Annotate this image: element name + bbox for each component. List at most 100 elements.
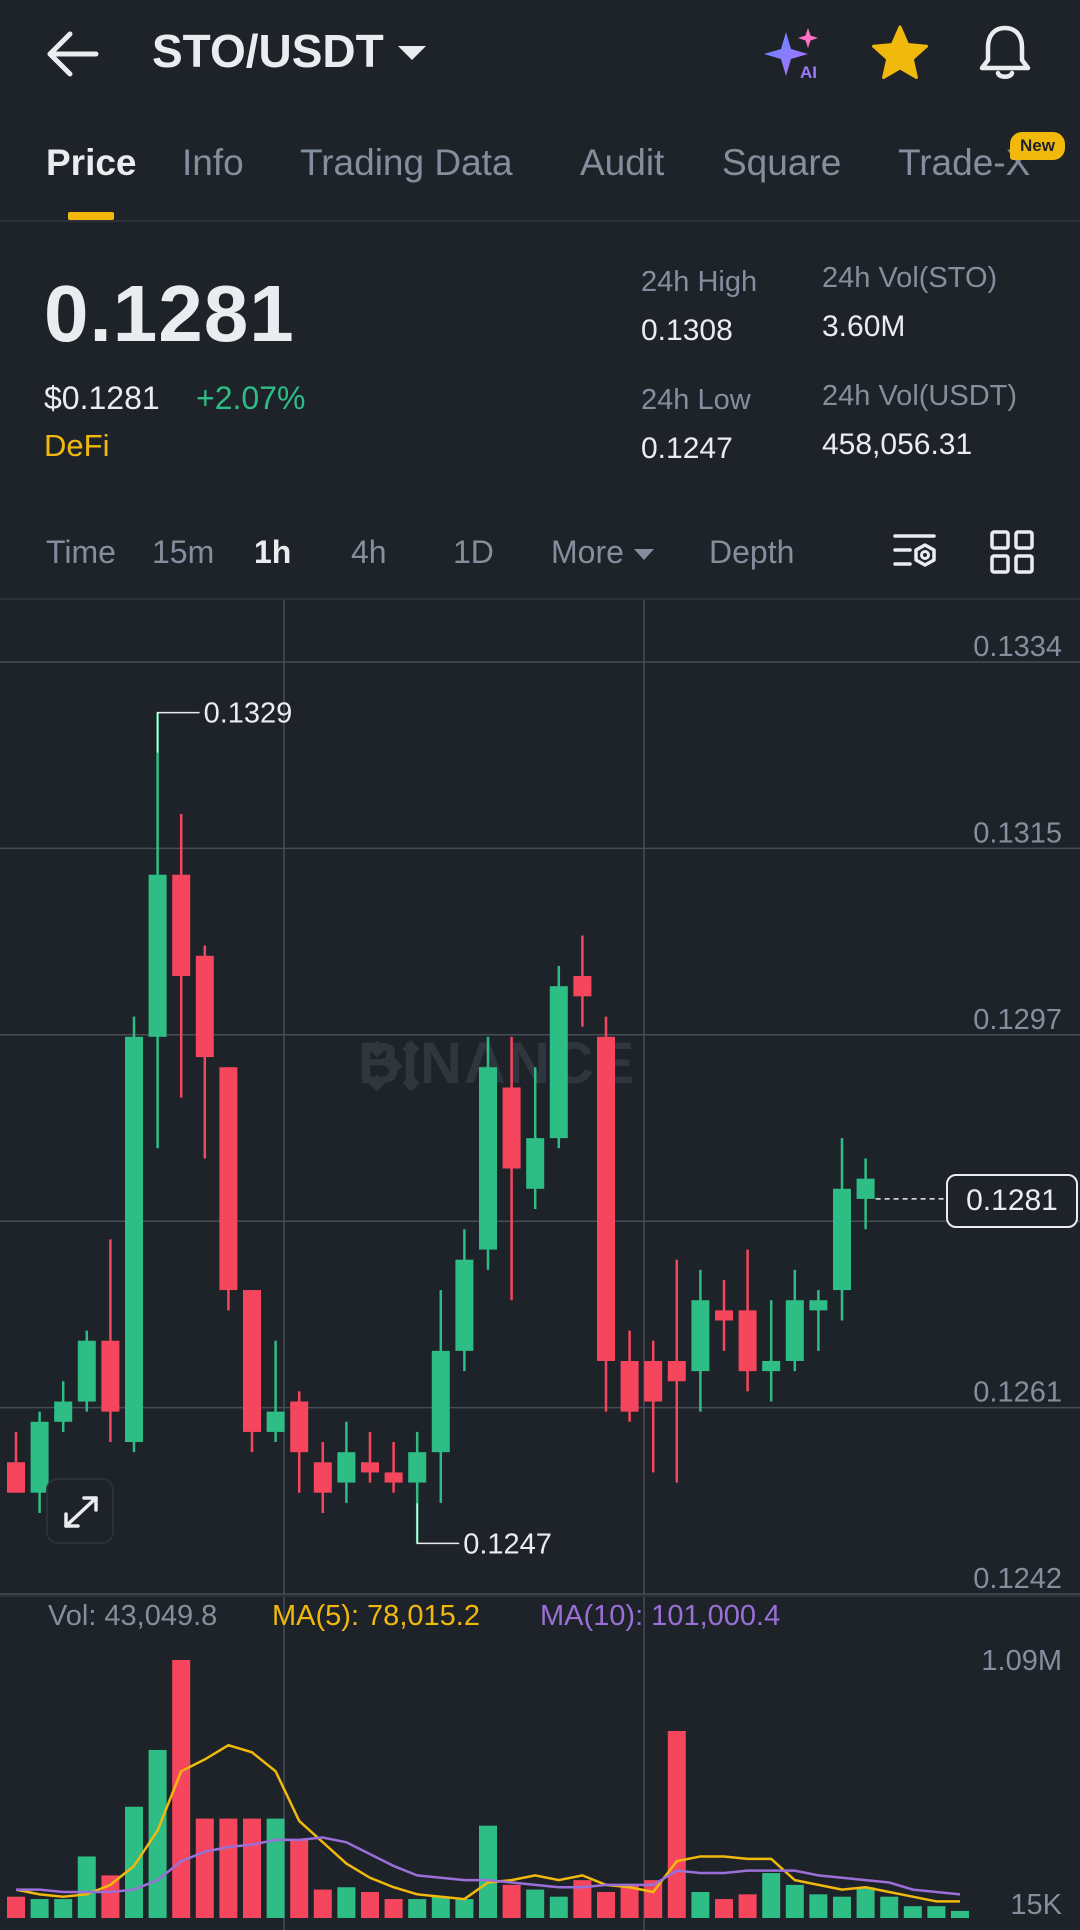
volume-bar <box>526 1889 545 1918</box>
back-arrow-icon <box>47 31 99 77</box>
candle-body <box>667 1361 686 1382</box>
high-marker-line <box>156 711 200 753</box>
candle-body <box>195 955 214 1058</box>
candle-body <box>833 1188 851 1291</box>
candle-body <box>148 874 167 1037</box>
volume-bar <box>809 1894 828 1918</box>
candle-body <box>809 1300 828 1311</box>
candle-body <box>384 1472 403 1483</box>
layout-button[interactable] <box>988 528 1036 576</box>
fullscreen-button[interactable] <box>46 1478 114 1544</box>
expand-icon <box>64 1496 98 1528</box>
depth-tab[interactable]: Depth <box>709 534 795 570</box>
interval-15m[interactable]: 15m <box>152 534 215 570</box>
candle-body <box>431 1350 450 1453</box>
candle-body <box>762 1361 781 1372</box>
volume-bar <box>620 1884 639 1918</box>
candle-body <box>54 1401 73 1422</box>
tab-audit[interactable]: Audit <box>580 142 665 183</box>
volume-bar <box>337 1887 356 1918</box>
interval-more-label: More <box>551 534 624 570</box>
candle-body <box>573 976 592 997</box>
candle-body <box>644 1361 663 1402</box>
candle-body <box>620 1361 639 1412</box>
ma10-label: MA(10): 101,000.4 <box>540 1600 781 1632</box>
layout-grid-icon <box>990 530 1034 574</box>
back-button[interactable] <box>44 28 104 80</box>
volume-bar <box>667 1731 686 1918</box>
tab-trade-x[interactable]: Trade-X <box>898 142 1031 183</box>
volume-bar <box>384 1899 403 1918</box>
volume-bar <box>408 1899 427 1918</box>
vol-quote-label: 24h Vol(USDT) <box>822 380 1018 412</box>
volume-bar <box>479 1825 497 1918</box>
volume-bar <box>148 1749 167 1918</box>
notification-button[interactable] <box>976 22 1034 82</box>
price-tick-label: 0.1242 <box>973 1563 1062 1595</box>
candle-body <box>361 1462 379 1473</box>
current-price-marker: 0.1281 <box>946 1174 1078 1228</box>
pair-selector[interactable]: STO/USDT <box>152 24 426 78</box>
ai-assistant-button[interactable]: AI <box>764 26 824 82</box>
interval-time[interactable]: Time <box>46 534 116 570</box>
vol-base-value: 3.60M <box>822 310 906 343</box>
last-price: 0.1281 <box>44 269 295 358</box>
chart-settings-icon <box>893 534 936 567</box>
candle-body <box>313 1462 332 1493</box>
volume-bar <box>172 1660 191 1918</box>
tab-trading-data[interactable]: Trading Data <box>300 142 513 183</box>
ma5-label: MA(5): 78,015.2 <box>272 1600 480 1632</box>
favorite-button[interactable] <box>870 24 930 82</box>
volume-bar <box>856 1887 875 1918</box>
volume-bar <box>573 1880 592 1918</box>
volume-bar <box>880 1896 899 1918</box>
high-value: 0.1308 <box>641 314 733 347</box>
volume-bar <box>691 1891 710 1918</box>
volume-bar <box>101 1875 120 1918</box>
info-tabs: Price Info Trading Data Audit Square Tra… <box>0 108 1080 222</box>
candle-body <box>125 1036 143 1443</box>
binance-logo-icon <box>368 1040 420 1092</box>
interval-1h[interactable]: 1h <box>254 534 292 570</box>
usd-price: $0.1281 <box>44 380 160 416</box>
new-badge: New <box>1010 132 1065 160</box>
volume-bar <box>738 1894 757 1918</box>
candle-body <box>715 1310 733 1321</box>
low-label: 24h Low <box>641 384 751 416</box>
tab-price[interactable]: Price <box>46 142 137 183</box>
candle-body <box>219 1067 238 1291</box>
candle-body <box>243 1290 261 1432</box>
volume-bar <box>597 1891 615 1918</box>
volume-bar <box>77 1856 96 1918</box>
volume-bar <box>290 1839 309 1918</box>
volume-bar <box>54 1899 73 1918</box>
volume-bar <box>361 1891 379 1918</box>
interval-more[interactable]: More <box>551 534 654 571</box>
tab-info[interactable]: Info <box>182 142 244 183</box>
ai-sparkle-icon: AI <box>764 28 818 82</box>
low-marker-line <box>416 1503 460 1545</box>
ma10-line <box>16 1836 961 1896</box>
price-change: +2.07% <box>196 380 306 416</box>
volume-bar <box>951 1910 969 1918</box>
interval-1d[interactable]: 1D <box>453 534 494 570</box>
star-icon <box>872 25 928 79</box>
price-tick-label: 0.1261 <box>973 1377 1062 1409</box>
volume-tick-label: 1.09M <box>981 1645 1062 1677</box>
volume-bar <box>313 1889 332 1918</box>
candle-body <box>691 1300 710 1372</box>
candle-body <box>597 1036 615 1361</box>
chart-settings-button[interactable] <box>892 528 940 576</box>
volume-bar <box>195 1818 214 1918</box>
interval-4h[interactable]: 4h <box>351 534 387 570</box>
active-tab-indicator <box>68 212 114 220</box>
candle-body <box>526 1138 545 1189</box>
price-chart[interactable]: BINANCE 0.1334 0.1315 0.1297 0.1261 0.1242 0.… <box>0 600 1080 1930</box>
candle-body <box>738 1310 757 1372</box>
volume-bar <box>243 1818 261 1918</box>
tab-square[interactable]: Square <box>722 142 842 183</box>
candle-body <box>856 1178 875 1199</box>
volume-bar <box>30 1899 49 1918</box>
category-tag[interactable]: DeFi <box>44 428 110 463</box>
candle-body <box>502 1087 521 1169</box>
